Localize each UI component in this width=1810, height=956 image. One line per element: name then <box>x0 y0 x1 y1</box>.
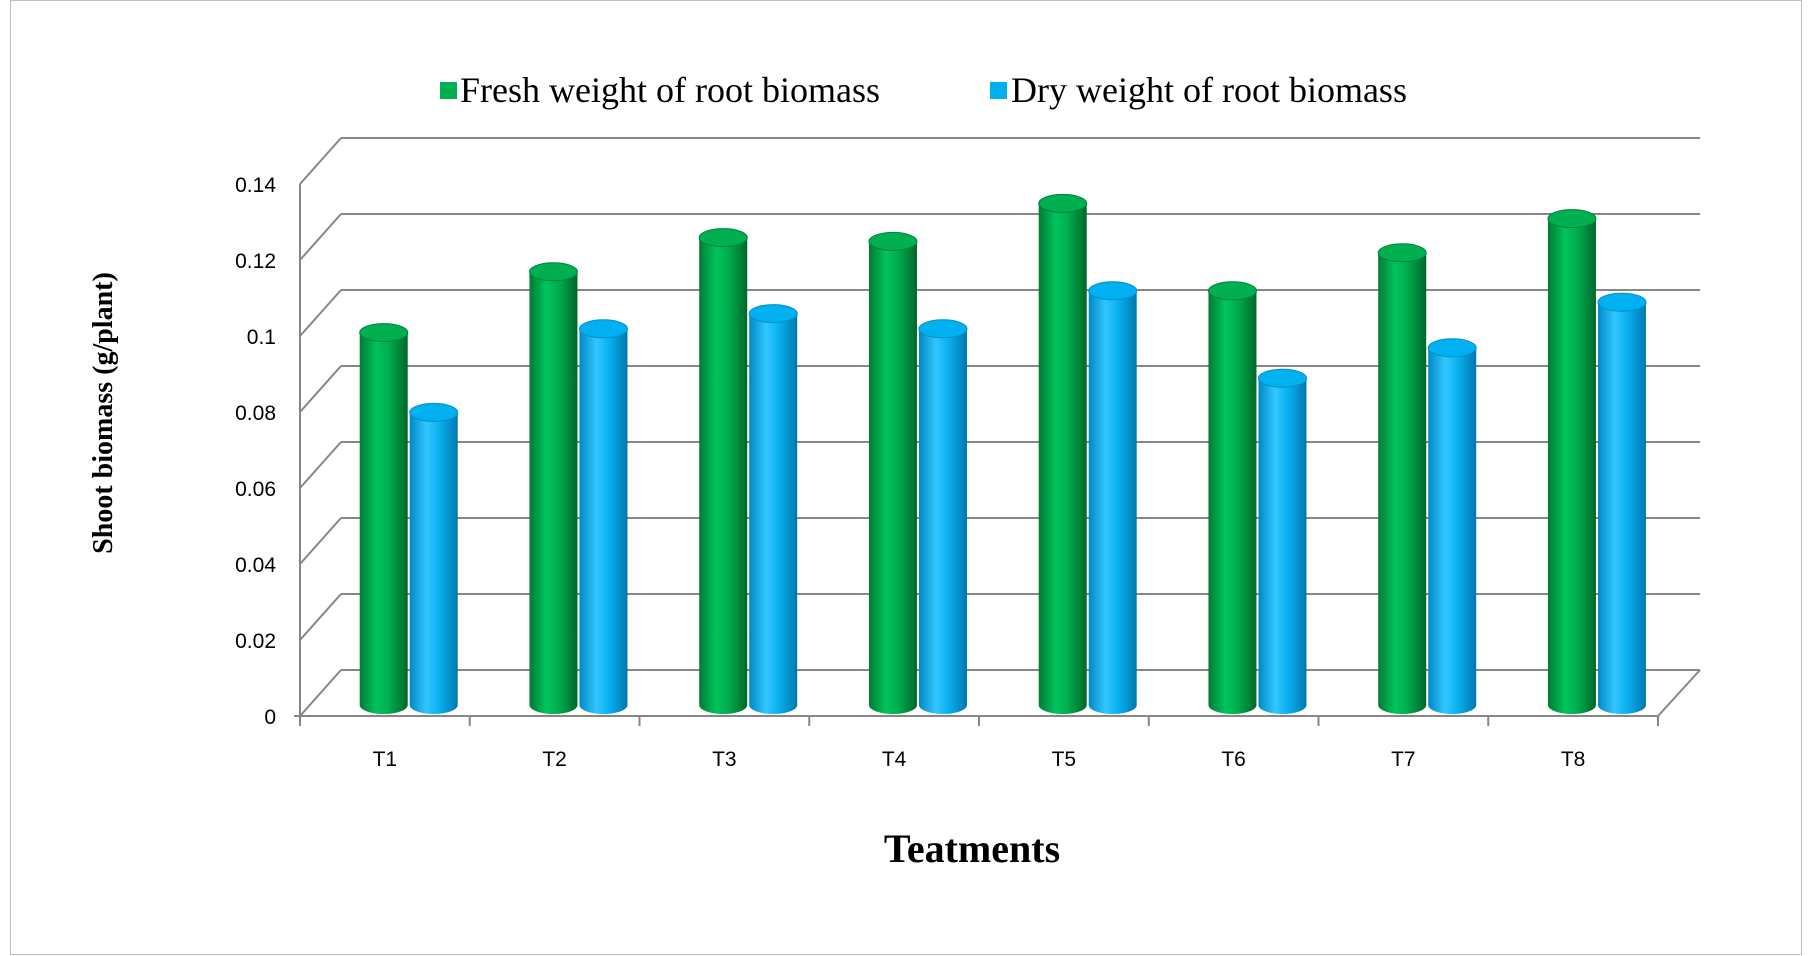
bar-top <box>698 228 748 248</box>
bar-top <box>748 304 798 324</box>
gridline-diagonal <box>299 593 342 641</box>
x-tick-label: T4 <box>882 748 907 771</box>
bar-T8-fresh <box>1547 209 1597 714</box>
bar-body <box>579 328 628 714</box>
bar-top <box>1547 209 1597 229</box>
x-axis: T1 T2 T3 T4 T5 T6 T7 T8 <box>294 715 1659 771</box>
bar-top <box>409 402 459 422</box>
gridline-diagonal <box>299 289 342 337</box>
y-tick-label: 0.02 <box>235 630 276 653</box>
bars <box>359 193 1647 715</box>
bar-T6-dry <box>1257 368 1307 714</box>
legend-label-fresh: Fresh weight of root biomass <box>460 70 880 110</box>
bar-T3-dry <box>748 304 798 714</box>
gridline-diagonal <box>299 365 342 413</box>
y-tick-label: 0.12 <box>235 250 276 273</box>
y-axis-ticks: 0 0.02 0.04 0.06 0.08 0.1 0.12 0.14 <box>235 174 276 729</box>
bar-body <box>699 237 748 714</box>
x-tick-label: T8 <box>1561 748 1586 771</box>
gridlines <box>299 137 1701 717</box>
bar-T7-dry <box>1427 338 1477 714</box>
x-axis-title: Teatments <box>884 826 1060 871</box>
bar-top <box>528 262 578 282</box>
bar-body <box>918 328 967 714</box>
y-tick-label: 0.14 <box>235 174 276 197</box>
bar-T2-fresh <box>528 262 578 714</box>
y-tick-label: 0.08 <box>235 402 276 425</box>
bar-body <box>749 313 798 714</box>
bar-top <box>918 319 968 339</box>
x-tick-label: T1 <box>373 748 398 771</box>
gridline-diagonal <box>299 213 342 261</box>
bar-T5-fresh <box>1038 193 1088 714</box>
bar-body <box>1088 290 1137 714</box>
bar-T5-dry <box>1088 281 1138 714</box>
legend-label-dry: Dry weight of root biomass <box>1011 70 1407 110</box>
y-tick-label: 0 <box>264 706 276 729</box>
bar-top <box>868 231 918 251</box>
bar-top <box>1088 281 1138 301</box>
y-tick-label: 0.1 <box>247 326 276 349</box>
bar-top <box>1377 243 1427 263</box>
bar-T2-dry <box>578 319 628 714</box>
bar-T7-fresh <box>1377 243 1427 715</box>
x-tick-label: T3 <box>712 748 737 771</box>
gridline-diagonal <box>299 441 342 489</box>
bar-body <box>1038 203 1087 714</box>
bar-body <box>868 241 917 714</box>
bar-top <box>1597 292 1647 312</box>
bar-body <box>1597 302 1646 714</box>
gridline-diagonal <box>299 517 342 565</box>
x-tick-label: T6 <box>1221 748 1246 771</box>
bar-body <box>1378 252 1427 715</box>
bar-T6-fresh <box>1207 281 1257 714</box>
floor-edge <box>1657 669 1701 717</box>
bar-body <box>409 412 458 714</box>
bar-T8-dry <box>1597 292 1647 714</box>
bar-top <box>1038 193 1088 213</box>
bar-body <box>1258 378 1307 714</box>
y-axis-title: Shoot biomass (g/plant) <box>88 272 119 554</box>
bar-top <box>1427 338 1477 358</box>
legend: Fresh weight of root biomass Dry weight … <box>440 70 1407 110</box>
bar-body <box>529 271 578 714</box>
bar-T1-dry <box>409 402 459 714</box>
bar-top <box>1207 281 1257 301</box>
legend-swatch-dry <box>990 82 1007 99</box>
legend-swatch-fresh <box>440 82 457 99</box>
x-tick-label: T5 <box>1052 748 1077 771</box>
bar-T4-dry <box>918 319 968 714</box>
bar-T3-fresh <box>698 228 748 714</box>
bar-T1-fresh <box>359 323 409 714</box>
bar-body <box>359 332 408 714</box>
bar-T4-fresh <box>868 231 918 714</box>
bar-top <box>359 323 409 343</box>
y-tick-label: 0.06 <box>235 478 276 501</box>
gridline-diagonal <box>299 137 342 185</box>
x-tick-label: T2 <box>542 748 567 771</box>
x-tick-label: T7 <box>1391 748 1416 771</box>
bar-body <box>1547 218 1596 714</box>
y-tick-label: 0.04 <box>235 554 276 577</box>
gridline-diagonal <box>299 669 342 717</box>
bar-body <box>1208 290 1257 714</box>
bar-body <box>1428 347 1477 714</box>
bar-top <box>1257 368 1307 388</box>
bar-top <box>578 319 628 339</box>
